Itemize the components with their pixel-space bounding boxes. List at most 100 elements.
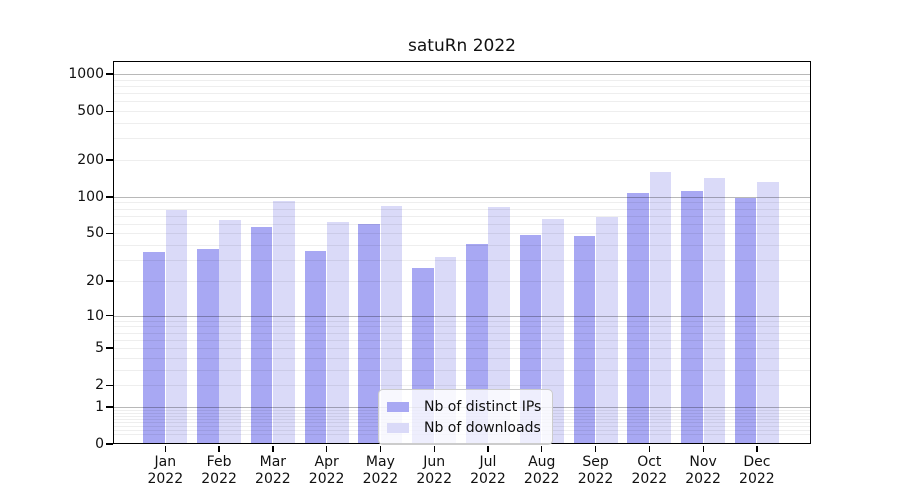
x-tick <box>379 445 382 452</box>
bar-jul-downloads <box>488 207 510 444</box>
legend-label-distinct-ips: Nb of distinct IPs <box>424 398 542 415</box>
legend-label-downloads: Nb of downloads <box>424 419 541 436</box>
y-tick-label: 0 <box>95 436 104 452</box>
x-tick <box>218 445 220 452</box>
bar-may-downloads <box>380 206 403 444</box>
x-tick-label-dec: Dec 2022 <box>739 454 775 487</box>
chart-title: satuRn 2022 <box>408 36 516 56</box>
x-tick-label-apr: Apr 2022 <box>308 454 345 487</box>
x-tick-label-jan: Jan 2022 <box>147 454 184 487</box>
x-tick <box>541 445 543 452</box>
minor-gridline <box>113 385 811 387</box>
y-tick <box>106 232 113 235</box>
y-tick <box>106 110 113 112</box>
y-tick-label: 50 <box>86 225 104 242</box>
legend-item-distinct-ips: Nb of distinct IPs <box>387 396 541 417</box>
legend-item-downloads: Nb of downloads <box>387 417 541 438</box>
x-tick-label-sep: Sep 2022 <box>577 454 614 487</box>
minor-gridline <box>113 202 811 204</box>
minor-gridline <box>113 111 811 113</box>
y-tick <box>106 280 113 282</box>
y-tick-label: 10 <box>86 307 104 324</box>
legend-swatch-distinct-ips-icon <box>387 401 409 412</box>
y-tick <box>106 314 113 317</box>
x-tick-label-aug: Aug 2022 <box>523 454 560 487</box>
y-tick <box>106 406 113 408</box>
y-tick-label: 2 <box>95 377 104 394</box>
bar-dec-distinct-ips <box>734 197 757 444</box>
minor-gridline <box>113 215 811 217</box>
legend: Nb of distinct IPs Nb of downloads <box>378 389 554 445</box>
x-tick-label-may: May 2022 <box>362 454 399 487</box>
bar-sep-distinct-ips <box>573 235 596 444</box>
minor-gridline <box>113 208 811 210</box>
minor-gridline <box>113 85 811 87</box>
minor-gridline <box>113 320 811 322</box>
y-tick-label: 5 <box>95 340 104 357</box>
x-tick-label-nov: Nov 2022 <box>685 454 721 487</box>
x-tick <box>433 445 435 452</box>
minor-gridline <box>113 280 811 282</box>
x-tick <box>487 445 489 452</box>
x-tick-label-jun: Jun 2022 <box>416 454 452 487</box>
minor-gridline <box>113 348 811 350</box>
minor-gridline <box>113 160 811 162</box>
major-gridline <box>113 74 811 76</box>
x-tick <box>648 445 651 452</box>
y-tick-label: 500 <box>77 103 104 120</box>
x-tick <box>702 445 704 452</box>
minor-gridline <box>113 123 811 125</box>
bar-jan-downloads <box>165 210 188 444</box>
x-tick-label-jul: Jul 2022 <box>470 454 506 487</box>
bar-nov-downloads <box>703 177 726 444</box>
x-tick <box>326 445 328 452</box>
minor-gridline <box>113 357 811 359</box>
minor-gridline <box>113 138 811 140</box>
minor-gridline <box>113 332 811 334</box>
bar-mar-distinct-ips <box>250 226 273 444</box>
bar-sep-downloads <box>595 217 618 444</box>
bar-mar-downloads <box>273 200 295 444</box>
y-tick <box>106 196 113 198</box>
minor-gridline <box>113 369 811 371</box>
y-tick-label: 20 <box>86 272 104 289</box>
minor-gridline <box>113 101 811 103</box>
y-tick <box>106 384 113 386</box>
x-tick <box>756 445 758 452</box>
legend-swatch-downloads-icon <box>387 422 409 433</box>
bar-aug-downloads <box>542 218 564 444</box>
minor-gridline <box>113 260 811 262</box>
x-tick <box>272 445 274 452</box>
x-tick <box>594 445 597 452</box>
plot-area <box>113 61 811 444</box>
bar-may-distinct-ips <box>358 223 380 444</box>
y-tick-label: 1 <box>95 398 104 415</box>
y-tick-label: 100 <box>77 188 104 205</box>
minor-gridline <box>113 93 811 95</box>
bar-oct-downloads <box>649 171 672 444</box>
x-tick-label-feb: Feb 2022 <box>201 454 237 487</box>
minor-gridline <box>113 233 811 235</box>
x-tick <box>164 445 166 452</box>
y-tick <box>106 443 113 445</box>
minor-gridline <box>113 339 811 341</box>
bar-dec-downloads <box>757 181 779 444</box>
bar-jan-distinct-ips <box>143 252 165 444</box>
bar-nov-distinct-ips <box>681 190 703 444</box>
bar-apr-downloads <box>327 222 349 444</box>
minor-gridline <box>113 223 811 225</box>
minor-gridline <box>113 79 811 81</box>
bar-oct-distinct-ips <box>627 193 649 444</box>
bar-feb-distinct-ips <box>197 249 219 444</box>
y-tick <box>106 73 113 75</box>
x-tick-label-mar: Mar 2022 <box>255 454 291 487</box>
y-tick <box>106 159 113 161</box>
x-tick-label-oct: Oct 2022 <box>631 454 668 487</box>
minor-gridline <box>113 245 811 247</box>
minor-gridline <box>113 326 811 328</box>
y-tick <box>106 347 113 349</box>
bar-apr-distinct-ips <box>304 250 327 444</box>
major-gridline <box>113 196 811 198</box>
y-tick-label: 1000 <box>68 66 104 83</box>
